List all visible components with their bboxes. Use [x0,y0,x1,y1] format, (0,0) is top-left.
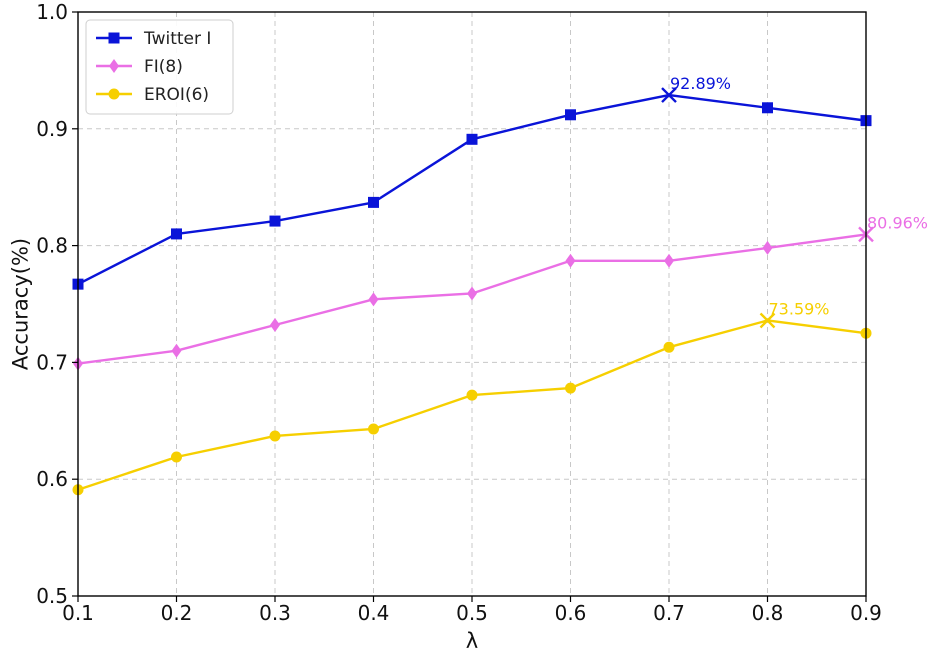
y-tick-label-4: 0.9 [36,117,68,141]
x-tick-label-6: 0.7 [653,601,685,625]
highlight-label-0: 92.89% [670,74,731,93]
data-point-1-2 [270,318,280,333]
x-tick-label-8: 0.9 [850,601,882,625]
highlight-label-2: 73.59% [769,299,830,318]
series-layer: 92.89% 80.96% 73.59% [72,74,928,496]
x-tick-label-5: 0.6 [555,601,587,625]
y-tick-label-5: 1.0 [36,0,68,24]
legend: Twitter I FI(8) EROI(6) [85,19,234,115]
data-point-0-2 [269,215,281,227]
legend-entry-1: FI(8) [96,57,183,77]
y-tick-label-1: 0.6 [36,467,68,491]
series-2: 73.59% [72,299,872,496]
data-point-1-4 [467,286,477,301]
data-point-2-3 [368,423,379,435]
data-point-2-2 [269,430,281,442]
data-point-0-3 [368,196,379,208]
highlight-label-1: 80.96% [867,213,928,232]
x-tick-label-0: 0.1 [62,601,94,625]
y-axis-label: Accuracy(%) [8,238,32,370]
data-point-0-5 [565,109,576,121]
highlight-point-0 [661,87,677,103]
y-tick-label-3: 0.8 [36,234,68,258]
data-point-0-1 [171,228,182,240]
legend-marker-2 [108,88,120,100]
legend-entry-2: EROI(6) [96,85,209,105]
x-tick-label-3: 0.4 [358,601,390,625]
data-point-1-1 [171,343,182,358]
y-tick-label-0: 0.5 [36,584,68,608]
data-point-2-6 [663,341,675,353]
series-1: 80.96% [73,213,928,371]
legend-label-1: FI(8) [144,57,183,77]
y-tick-label-2: 0.7 [36,350,68,374]
highlight-point-2 [759,312,776,329]
data-point-1-7 [762,240,773,255]
x-axis-label: λ [466,629,478,653]
data-point-0-4 [466,133,478,145]
x-tick-label-7: 0.8 [752,601,784,625]
legend-marker-0 [108,32,120,44]
legend-box [85,19,234,115]
data-point-0-7 [762,102,773,114]
data-point-1-3 [368,292,379,307]
data-point-2-5 [565,382,576,394]
data-point-2-1 [171,451,182,463]
data-point-1-5 [565,253,576,268]
legend-label-0: Twitter I [143,29,211,49]
legend-marker-1 [109,59,119,73]
x-tick-label-1: 0.2 [161,601,193,625]
data-point-2-4 [466,389,478,401]
legend-entry-0: Twitter I [96,29,211,49]
legend-label-2: EROI(6) [144,85,209,105]
x-tick-label-4: 0.5 [456,601,488,625]
data-point-1-6 [664,253,674,268]
axes: 0.1 0.2 0.3 0.4 0.5 0.6 0.7 0.8 0.9 0.5 0.6 0.7 0.8 0… [36,0,882,625]
x-tick-label-2: 0.3 [259,601,291,625]
